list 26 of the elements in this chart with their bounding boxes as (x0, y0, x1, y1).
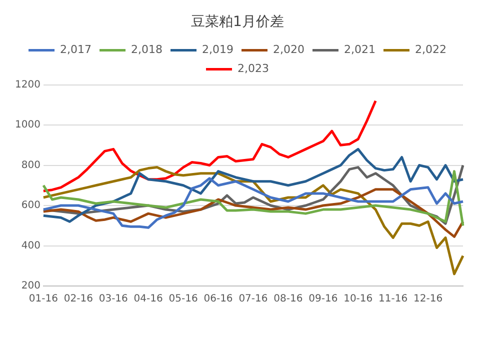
legend-label: 2,018 (131, 43, 163, 56)
x-tick-label: 07-16 (238, 294, 268, 305)
x-tick-label: 11-16 (378, 294, 408, 305)
x-tick-label: 06-16 (204, 294, 233, 305)
legend-label: 2,017 (60, 43, 92, 56)
y-tick-label: 800 (21, 160, 40, 171)
legend-label: 2,020 (273, 43, 304, 56)
y-tick-label: 400 (21, 240, 40, 252)
legend-label: 2,022 (414, 43, 446, 56)
y-tick-label: 1000 (14, 120, 40, 131)
x-tick-label: 12-16 (414, 294, 443, 305)
x-tick-label: 02-16 (64, 294, 93, 305)
x-tick-label: 10-16 (344, 294, 373, 305)
x-tick-label: 08-16 (274, 294, 303, 305)
chart-title: 豆菜粕1月价差 (191, 14, 284, 30)
x-tick-label: 01-16 (28, 294, 58, 305)
y-tick-label: 600 (21, 200, 40, 212)
x-tick-label: 03-16 (98, 294, 128, 305)
y-tick-label: 1200 (14, 79, 40, 90)
legend-label: 2,021 (344, 43, 376, 56)
legend-label: 2,019 (202, 43, 234, 56)
y-tick-label: 200 (21, 280, 40, 292)
legend-label: 2,023 (238, 62, 270, 76)
x-tick-label: 09-16 (308, 294, 338, 305)
x-tick-label: 04-16 (134, 294, 163, 305)
x-tick-label: 05-16 (168, 294, 198, 305)
